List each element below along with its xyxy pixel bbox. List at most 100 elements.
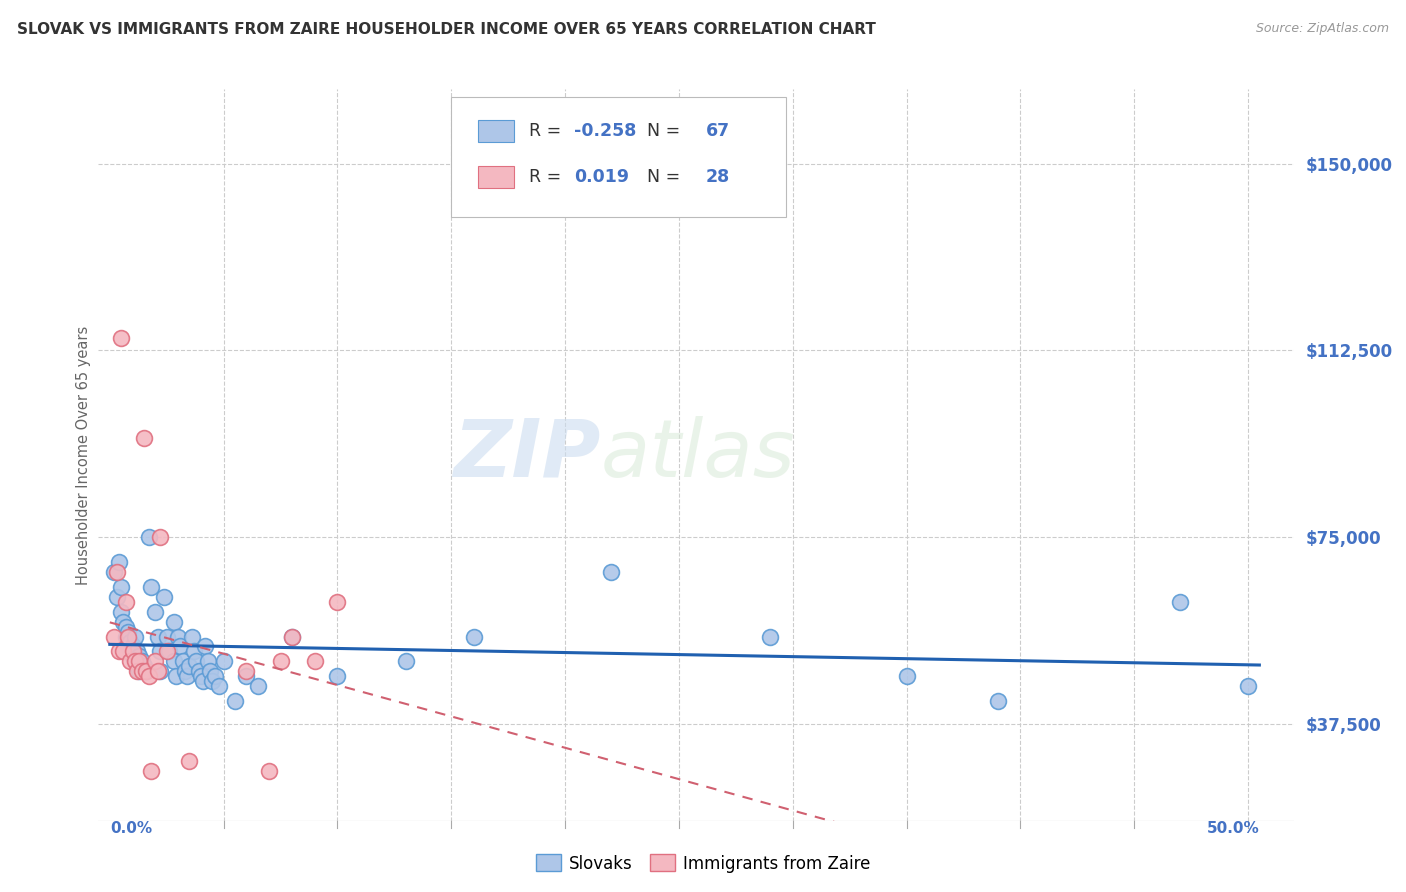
Point — [121, 640, 143, 654]
Point — [183, 644, 205, 658]
Point — [114, 595, 136, 609]
Point — [121, 649, 143, 664]
Point — [138, 530, 160, 544]
Point — [235, 669, 257, 683]
Point — [143, 605, 166, 619]
Point — [281, 630, 304, 644]
Point — [128, 654, 150, 668]
Point — [105, 565, 128, 579]
Point — [169, 640, 191, 654]
Point — [149, 530, 172, 544]
Point — [135, 665, 157, 679]
Point — [257, 764, 280, 778]
Point — [127, 665, 149, 679]
Text: atlas: atlas — [600, 416, 796, 494]
Point — [120, 634, 142, 648]
Point — [156, 644, 179, 658]
Point — [121, 644, 143, 658]
Legend: Slovaks, Immigrants from Zaire: Slovaks, Immigrants from Zaire — [529, 847, 877, 880]
Point — [197, 654, 219, 668]
Text: SLOVAK VS IMMIGRANTS FROM ZAIRE HOUSEHOLDER INCOME OVER 65 YEARS CORRELATION CHA: SLOVAK VS IMMIGRANTS FROM ZAIRE HOUSEHOL… — [17, 22, 876, 37]
Text: 28: 28 — [706, 168, 730, 186]
Point — [190, 669, 212, 683]
Text: 0.019: 0.019 — [574, 168, 628, 186]
Point — [117, 640, 139, 654]
Point — [114, 630, 136, 644]
Y-axis label: Householder Income Over 65 years: Householder Income Over 65 years — [76, 326, 91, 584]
Point — [112, 644, 135, 658]
Point — [146, 630, 169, 644]
Point — [162, 615, 184, 629]
Point — [1237, 679, 1260, 693]
Text: ZIP: ZIP — [453, 416, 600, 494]
Text: 50.0%: 50.0% — [1206, 821, 1260, 836]
Point — [246, 679, 269, 693]
Point — [110, 605, 132, 619]
Point — [143, 654, 166, 668]
Point — [124, 630, 146, 644]
Point — [146, 665, 169, 679]
Text: 0.0%: 0.0% — [110, 821, 152, 836]
Point — [281, 630, 304, 644]
Point — [131, 665, 153, 679]
Point — [179, 754, 201, 768]
Point — [179, 659, 201, 673]
Point — [987, 694, 1010, 708]
Point — [194, 640, 217, 654]
Point — [135, 665, 157, 679]
Point — [132, 430, 155, 444]
Point — [124, 654, 146, 668]
Point — [174, 665, 197, 679]
Point — [105, 590, 128, 604]
Point — [186, 654, 208, 668]
Point — [139, 764, 162, 778]
Point — [117, 624, 139, 639]
Point — [108, 555, 131, 569]
Point — [270, 654, 292, 668]
Point — [103, 565, 125, 579]
Point — [120, 644, 142, 658]
Point — [176, 669, 198, 683]
Point — [139, 580, 162, 594]
Text: -0.258: -0.258 — [574, 122, 637, 140]
Point — [165, 669, 187, 683]
Point — [120, 654, 142, 668]
Point — [759, 630, 782, 644]
Point — [112, 615, 135, 629]
Point — [132, 659, 155, 673]
Point — [208, 679, 231, 693]
Text: R =: R = — [529, 122, 567, 140]
Point — [128, 665, 150, 679]
Point — [201, 674, 224, 689]
Point — [117, 630, 139, 644]
Point — [204, 669, 226, 683]
Point — [235, 665, 257, 679]
Text: N =: N = — [636, 122, 686, 140]
Point — [304, 654, 326, 668]
Point — [212, 654, 235, 668]
FancyBboxPatch shape — [478, 120, 515, 142]
Point — [162, 654, 184, 668]
Point — [156, 630, 179, 644]
Text: 67: 67 — [706, 122, 730, 140]
Point — [180, 630, 202, 644]
Point — [463, 630, 485, 644]
Point — [172, 654, 194, 668]
Point — [149, 665, 172, 679]
Point — [127, 644, 149, 658]
Point — [108, 644, 131, 658]
Point — [224, 694, 246, 708]
Point — [599, 565, 621, 579]
Point — [110, 580, 132, 594]
Point — [326, 669, 349, 683]
FancyBboxPatch shape — [451, 96, 786, 218]
Point — [198, 665, 221, 679]
Point — [157, 644, 180, 658]
Point — [127, 659, 149, 673]
Point — [1168, 595, 1191, 609]
Point — [138, 669, 160, 683]
FancyBboxPatch shape — [478, 166, 515, 188]
Text: R =: R = — [529, 168, 572, 186]
Point — [167, 630, 190, 644]
Text: Source: ZipAtlas.com: Source: ZipAtlas.com — [1256, 22, 1389, 36]
